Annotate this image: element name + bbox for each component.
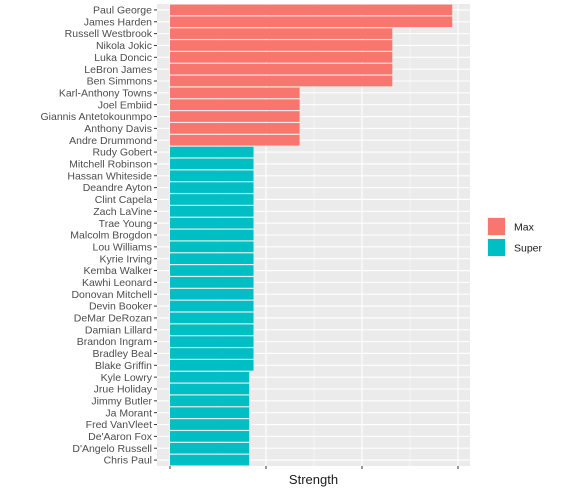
bar-deandre-ayton [170, 182, 254, 193]
y-tick-label: DeMar DeRozan [74, 313, 152, 325]
y-tick-label: Lou Williams [92, 241, 152, 253]
y-tick-label: Mitchell Robinson [69, 159, 152, 171]
y-tick-label: James Harden [84, 16, 152, 28]
y-tick-label: Jimmy Butler [91, 395, 152, 407]
y-tick-label: Trae Young [99, 218, 152, 230]
legend-label-super: Super [514, 243, 543, 255]
bar-trae-young [170, 217, 254, 229]
bar-ben-simmons [170, 75, 393, 87]
y-tick-label: Deandre Ayton [83, 182, 152, 194]
y-tick-label: Anthony Davis [84, 123, 152, 135]
legend: Max Super [487, 217, 543, 257]
y-tick-label: Kemba Walker [84, 265, 153, 277]
bar-kyrie-irving [170, 253, 254, 265]
bar-kemba-walker [170, 265, 254, 276]
y-tick-label: Zach LaVine [93, 206, 152, 218]
bar-fred-vanvleet [170, 419, 250, 430]
bar-joel-embiid [170, 99, 300, 111]
bar-zach-lavine [170, 205, 254, 217]
bar-karl-anthony-towns [170, 87, 300, 99]
y-tick-label: Jrue Holiday [94, 384, 153, 396]
bar-rudy-gobert [170, 146, 254, 158]
y-tick-label: Russell Westbrook [65, 28, 153, 40]
y-tick-label: Kyrie Irving [99, 253, 152, 265]
bar-clint-capela [170, 194, 254, 205]
bar-damian-lillard [170, 324, 254, 336]
bar-ja-morant [170, 407, 250, 419]
bar-jimmy-butler [170, 395, 250, 407]
legend-label-max: Max [514, 222, 535, 234]
y-tick-label: Karl-Anthony Towns [59, 87, 152, 99]
y-tick-label: Rudy Gobert [92, 147, 152, 159]
bar-jrue-holiday [170, 383, 250, 395]
bars [170, 4, 453, 466]
bar-malcolm-brogdon [170, 229, 254, 241]
y-tick-label: De'Aaron Fox [88, 431, 153, 443]
bar-donovan-mitchell [170, 288, 254, 300]
bar-russell-westbrook [170, 28, 393, 39]
x-axis-ticks [169, 466, 459, 469]
bar-paul-george [170, 4, 453, 16]
bar-luka-doncic [170, 51, 393, 63]
y-tick-label: D'Angelo Russell [72, 443, 152, 455]
y-tick-label: Hassan Whiteside [67, 170, 152, 182]
bar-mitchell-robinson [170, 158, 254, 170]
y-tick-label: Joel Embiid [98, 99, 152, 111]
bar-james-harden [170, 16, 453, 28]
y-tick-label: Chris Paul [104, 455, 152, 467]
y-tick-label: Clint Capela [95, 194, 152, 206]
y-tick-label: LeBron James [84, 64, 152, 76]
bar-anthony-davis [170, 123, 300, 134]
bar-brandon-ingram [170, 336, 254, 347]
bar-nikola-jokic [170, 40, 393, 51]
y-tick-label: Giannis Antetokounmpo [41, 111, 153, 123]
y-tick-label: Luka Doncic [94, 52, 152, 64]
y-tick-label: Kyle Lowry [101, 372, 153, 384]
bar-chris-paul [170, 454, 250, 466]
y-tick-label: Bradley Beal [92, 348, 152, 360]
legend-key-max [488, 218, 505, 235]
y-tick-label: Kawhi Leonard [82, 277, 152, 289]
bar-blake-griffin [170, 359, 254, 371]
y-tick-label: Blake Griffin [95, 360, 152, 372]
bar-demar-derozan [170, 312, 254, 324]
bar-lou-williams [170, 241, 254, 253]
y-tick-label: Donovan Mitchell [71, 289, 152, 301]
bar-kawhi-leonard [170, 277, 254, 288]
y-tick-label: Ben Simmons [87, 76, 152, 88]
bar-lebron-james [170, 63, 393, 75]
bar-hassan-whiteside [170, 170, 254, 182]
bar-giannis-antetokounmpo [170, 111, 300, 122]
y-tick-label: Damian Lillard [85, 324, 152, 336]
y-tick-label: Nikola Jokic [96, 40, 152, 52]
bar-andre-drummond [170, 134, 300, 146]
bar-d-angelo-russell [170, 442, 250, 454]
y-tick-label: Devin Booker [89, 301, 153, 313]
y-tick-label: Ja Morant [105, 407, 152, 419]
bar-bradley-beal [170, 348, 254, 359]
y-tick-label: Brandon Ingram [77, 336, 153, 348]
bar-kyle-lowry [170, 371, 250, 383]
x-axis-title: Strength [289, 472, 338, 487]
legend-key-super [488, 239, 505, 256]
bar-devin-booker [170, 300, 254, 312]
y-tick-label: Paul George [93, 5, 152, 17]
bar-de-aaron-fox [170, 431, 250, 442]
y-tick-label: Malcolm Brogdon [70, 230, 152, 242]
y-tick-label: Fred VanVleet [86, 419, 152, 431]
y-tick-label: Andre Drummond [69, 135, 152, 147]
